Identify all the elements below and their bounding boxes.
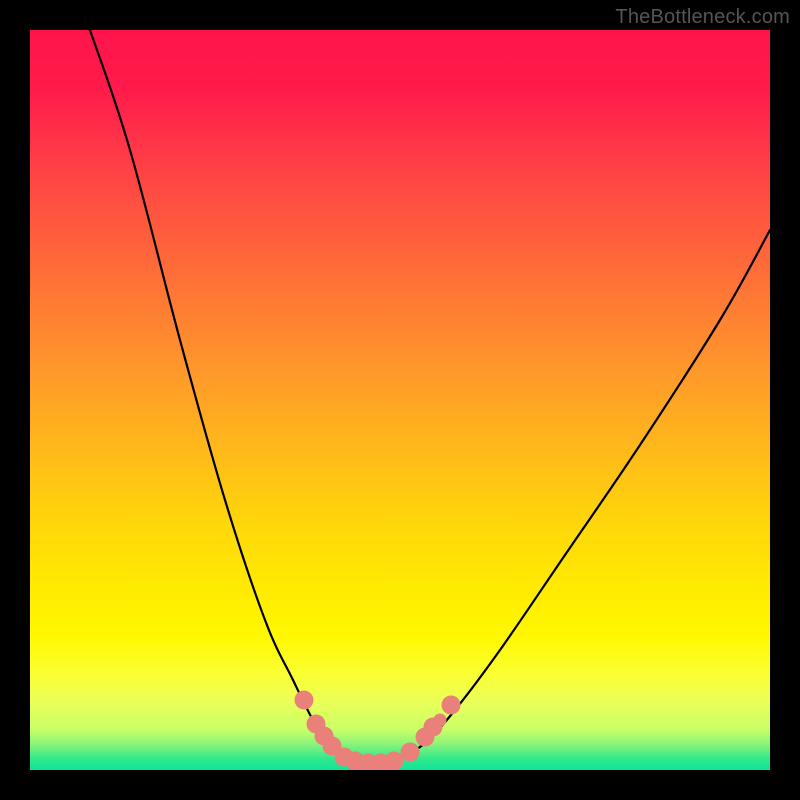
watermark-text: TheBottleneck.com — [615, 6, 790, 29]
curve-marker — [401, 743, 420, 762]
chart-svg — [0, 0, 800, 800]
plot-background — [30, 30, 770, 770]
curve-marker — [442, 696, 461, 715]
curve-marker — [295, 691, 314, 710]
curve-marker — [385, 752, 404, 771]
curve-marker — [434, 714, 447, 727]
